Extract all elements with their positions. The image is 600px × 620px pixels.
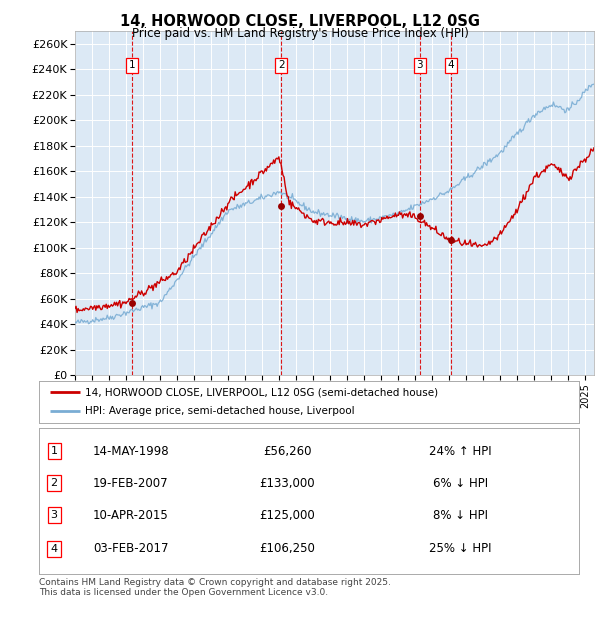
Text: 3: 3: [416, 60, 423, 71]
Text: 19-FEB-2007: 19-FEB-2007: [93, 477, 169, 490]
Text: 03-FEB-2017: 03-FEB-2017: [93, 542, 169, 556]
Text: £56,260: £56,260: [263, 445, 311, 458]
Text: 3: 3: [50, 510, 58, 520]
Text: 8% ↓ HPI: 8% ↓ HPI: [433, 509, 488, 521]
Text: £125,000: £125,000: [260, 509, 315, 521]
Text: £106,250: £106,250: [259, 542, 316, 556]
Text: 24% ↑ HPI: 24% ↑ HPI: [429, 445, 491, 458]
Text: £133,000: £133,000: [260, 477, 315, 490]
Text: 2: 2: [278, 60, 285, 71]
Text: Price paid vs. HM Land Registry's House Price Index (HPI): Price paid vs. HM Land Registry's House …: [131, 27, 469, 40]
Text: 2: 2: [50, 478, 58, 488]
Text: 25% ↓ HPI: 25% ↓ HPI: [429, 542, 491, 556]
Text: HPI: Average price, semi-detached house, Liverpool: HPI: Average price, semi-detached house,…: [85, 407, 355, 417]
Text: 14, HORWOOD CLOSE, LIVERPOOL, L12 0SG (semi-detached house): 14, HORWOOD CLOSE, LIVERPOOL, L12 0SG (s…: [85, 387, 438, 397]
Text: 1: 1: [129, 60, 136, 71]
Text: 6% ↓ HPI: 6% ↓ HPI: [433, 477, 488, 490]
Text: 14, HORWOOD CLOSE, LIVERPOOL, L12 0SG: 14, HORWOOD CLOSE, LIVERPOOL, L12 0SG: [120, 14, 480, 29]
Text: Contains HM Land Registry data © Crown copyright and database right 2025.
This d: Contains HM Land Registry data © Crown c…: [39, 578, 391, 597]
Text: 4: 4: [448, 60, 454, 71]
Text: 1: 1: [50, 446, 58, 456]
Text: 10-APR-2015: 10-APR-2015: [93, 509, 169, 521]
Text: 4: 4: [50, 544, 58, 554]
Text: 14-MAY-1998: 14-MAY-1998: [93, 445, 170, 458]
